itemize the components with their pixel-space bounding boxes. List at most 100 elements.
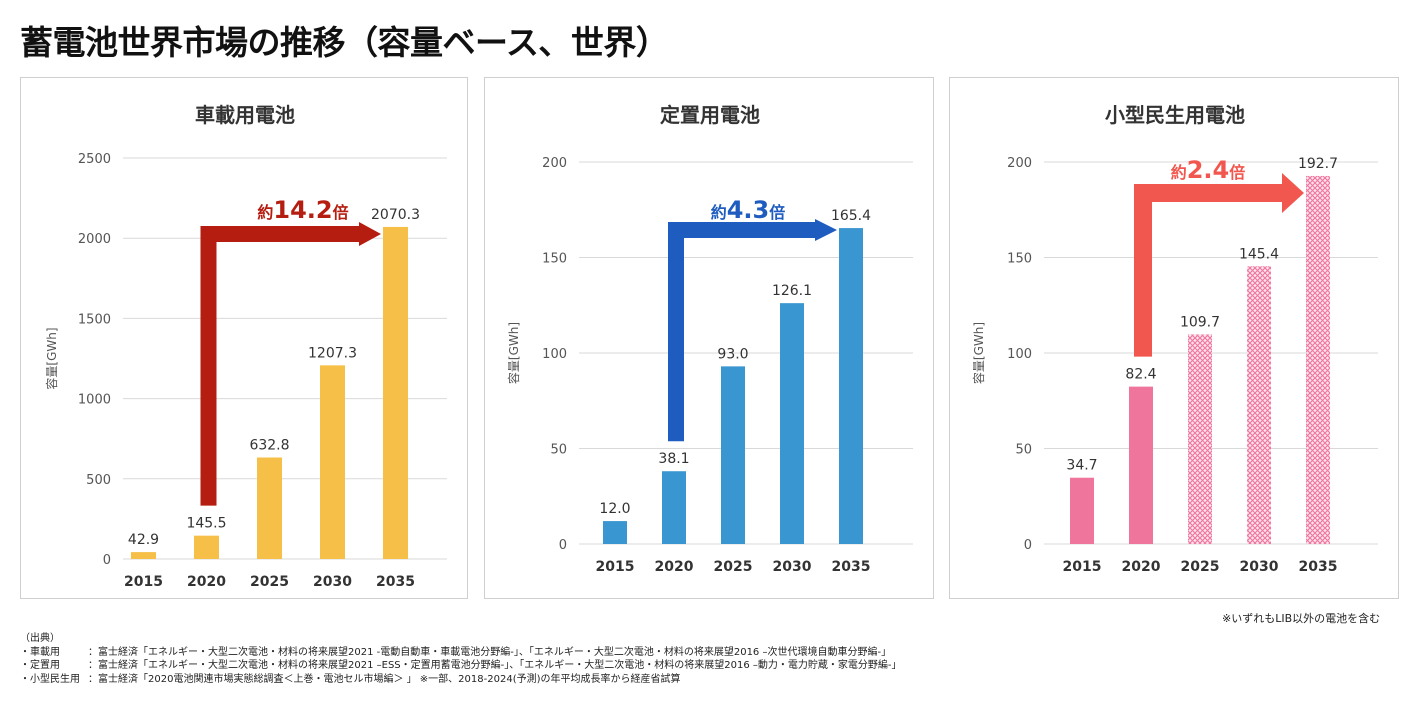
- growth-arrow: [668, 219, 837, 442]
- source-colon: ：: [88, 673, 98, 685]
- y-tick-label: 50: [1015, 443, 1032, 458]
- x-tick-label: 2035: [832, 559, 871, 575]
- growth-arrow: [200, 222, 381, 506]
- bar: [721, 366, 745, 544]
- x-tick-label: 2015: [1063, 559, 1102, 575]
- data-label: 165.4: [831, 208, 871, 224]
- data-label: 145.4: [1239, 246, 1279, 262]
- source-row-consumer: ・小型民生用 ： 富士経済「2020電池関連市場実態総調査＜上巻・電池セル市場編…: [20, 673, 902, 687]
- consumer-battery-chart: 小型民生用電池 0 50 100 150 200 容量[GWh] 34.7 2015 82.4 20…: [971, 103, 1378, 575]
- source-row-vehicle: ・車載用 ： 富士経済「エネルギー・大型二次電池・材料の将来展望2021 -電動…: [20, 646, 902, 660]
- footnote: ※いずれもLIB以外の電池を含む: [1222, 612, 1381, 625]
- data-label: 126.1: [772, 283, 812, 299]
- bar: [1070, 477, 1094, 544]
- y-tick-label: 100: [542, 347, 567, 362]
- y-tick-label: 0: [559, 538, 567, 553]
- x-tick-label: 2020: [1122, 559, 1161, 575]
- x-tick-label: 2015: [124, 574, 163, 590]
- data-label: 2070.3: [371, 207, 420, 223]
- y-tick-label: 50: [550, 443, 567, 458]
- x-tick-label: 2015: [596, 559, 635, 575]
- y-axis-label: 容量[GWh]: [971, 322, 986, 384]
- y-tick-label: 0: [103, 553, 111, 568]
- bar: [1129, 386, 1153, 544]
- y-tick-label: 1000: [78, 393, 111, 408]
- chart-panel-consumer: 小型民生用電池 0 50 100 150 200 容量[GWh] 34.7 2015 82.4 20…: [949, 77, 1399, 599]
- x-tick-label: 2020: [187, 574, 226, 590]
- bar: [383, 226, 408, 559]
- y-tick-label: 2500: [78, 152, 111, 167]
- growth-prefix: 約: [711, 203, 727, 222]
- growth-suffix: 倍: [333, 203, 349, 222]
- y-tick-label: 150: [542, 252, 567, 267]
- growth-suffix: 倍: [769, 203, 785, 222]
- x-tick-label: 2025: [250, 574, 289, 590]
- vehicle-battery-chart: 車載用電池 0 500 1000 1500 2000 2500 容量[GWh] 42.9 2015…: [44, 103, 447, 590]
- y-tick-label: 2000: [78, 232, 111, 247]
- data-label: 34.7: [1066, 458, 1097, 474]
- sources-header: （出典）: [20, 633, 60, 644]
- data-label: 12.0: [599, 501, 630, 517]
- page-title: 蓄電池世界市場の推移（容量ベース、世界）: [20, 23, 669, 62]
- bar: [839, 228, 863, 544]
- x-tick-label: 2025: [1181, 559, 1220, 575]
- data-label: 38.1: [658, 451, 689, 467]
- growth-value: 2.4: [1187, 156, 1230, 184]
- bar: [194, 535, 219, 559]
- data-label: 42.9: [128, 532, 159, 548]
- data-label: 145.5: [186, 516, 226, 532]
- source-label: ・小型民生用: [20, 673, 80, 685]
- y-axis-label: 容量[GWh]: [506, 322, 521, 384]
- source-text: 富士経済「2020電池関連市場実態総調査＜上巻・電池セル市場編＞ 」 ※一部、2…: [98, 673, 681, 685]
- y-tick-label: 200: [542, 156, 567, 171]
- growth-label: 約14.2倍: [257, 196, 348, 224]
- bar: [780, 303, 804, 544]
- source-text: 富士経済「エネルギー・大型二次電池・材料の将来展望2021 -電動自動車・車載電…: [98, 646, 892, 658]
- y-tick-label: 200: [1007, 156, 1032, 171]
- x-tick-label: 2030: [313, 574, 352, 590]
- chart-title: 小型民生用電池: [1105, 103, 1245, 127]
- x-tick-label: 2035: [376, 574, 415, 590]
- x-tick-label: 2035: [1299, 559, 1338, 575]
- bar: [1306, 175, 1330, 544]
- source-text: 富士経済「エネルギー・大型二次電池・材料の将来展望2021 –ESS・定置用蓄電…: [98, 660, 902, 671]
- data-label: 192.7: [1298, 156, 1338, 172]
- x-tick-label: 2020: [655, 559, 694, 575]
- source-colon: ：: [88, 660, 98, 671]
- x-tick-label: 2030: [773, 559, 812, 575]
- source-row-stationary: ・定置用 ： 富士経済「エネルギー・大型二次電池・材料の将来展望2021 –ES…: [20, 659, 902, 673]
- bar: [603, 521, 627, 544]
- data-label: 109.7: [1180, 314, 1220, 330]
- y-tick-label: 150: [1007, 252, 1032, 267]
- data-label: 1207.3: [308, 345, 357, 361]
- growth-label: 約4.3倍: [711, 196, 786, 224]
- x-tick-label: 2025: [714, 559, 753, 575]
- bar: [1247, 266, 1271, 544]
- bar: [662, 471, 686, 544]
- growth-prefix: 約: [1171, 163, 1187, 182]
- chart-panel-vehicle: 車載用電池 0 500 1000 1500 2000 2500 容量[GWh] 42.9 2015…: [20, 77, 468, 599]
- growth-label: 約2.4倍: [1171, 156, 1246, 184]
- y-tick-label: 100: [1007, 347, 1032, 362]
- bar: [257, 457, 282, 559]
- data-label: 632.8: [249, 437, 289, 453]
- chart-title: 定置用電池: [660, 103, 760, 127]
- y-tick-label: 0: [1024, 538, 1032, 553]
- stationary-battery-chart: 定置用電池 0 50 100 150 200 容量[GWh] 12.0 2015 38.1 2020…: [506, 103, 913, 575]
- bar: [131, 552, 156, 559]
- x-tick-label: 2030: [1240, 559, 1279, 575]
- growth-value: 4.3: [727, 196, 770, 224]
- growth-value: 14.2: [273, 196, 332, 224]
- bar: [1188, 334, 1212, 544]
- growth-suffix: 倍: [1229, 163, 1245, 182]
- growth-prefix: 約: [257, 203, 273, 222]
- y-tick-label: 500: [86, 473, 111, 488]
- bar: [320, 365, 345, 559]
- sources-block: （出典） ・車載用 ： 富士経済「エネルギー・大型二次電池・材料の将来展望202…: [20, 632, 902, 686]
- data-label: 82.4: [1125, 367, 1156, 383]
- source-label: ・車載用: [20, 646, 60, 658]
- data-label: 93.0: [717, 346, 748, 362]
- source-label: ・定置用: [20, 660, 60, 671]
- y-tick-label: 1500: [78, 312, 111, 327]
- chart-title: 車載用電池: [195, 103, 295, 127]
